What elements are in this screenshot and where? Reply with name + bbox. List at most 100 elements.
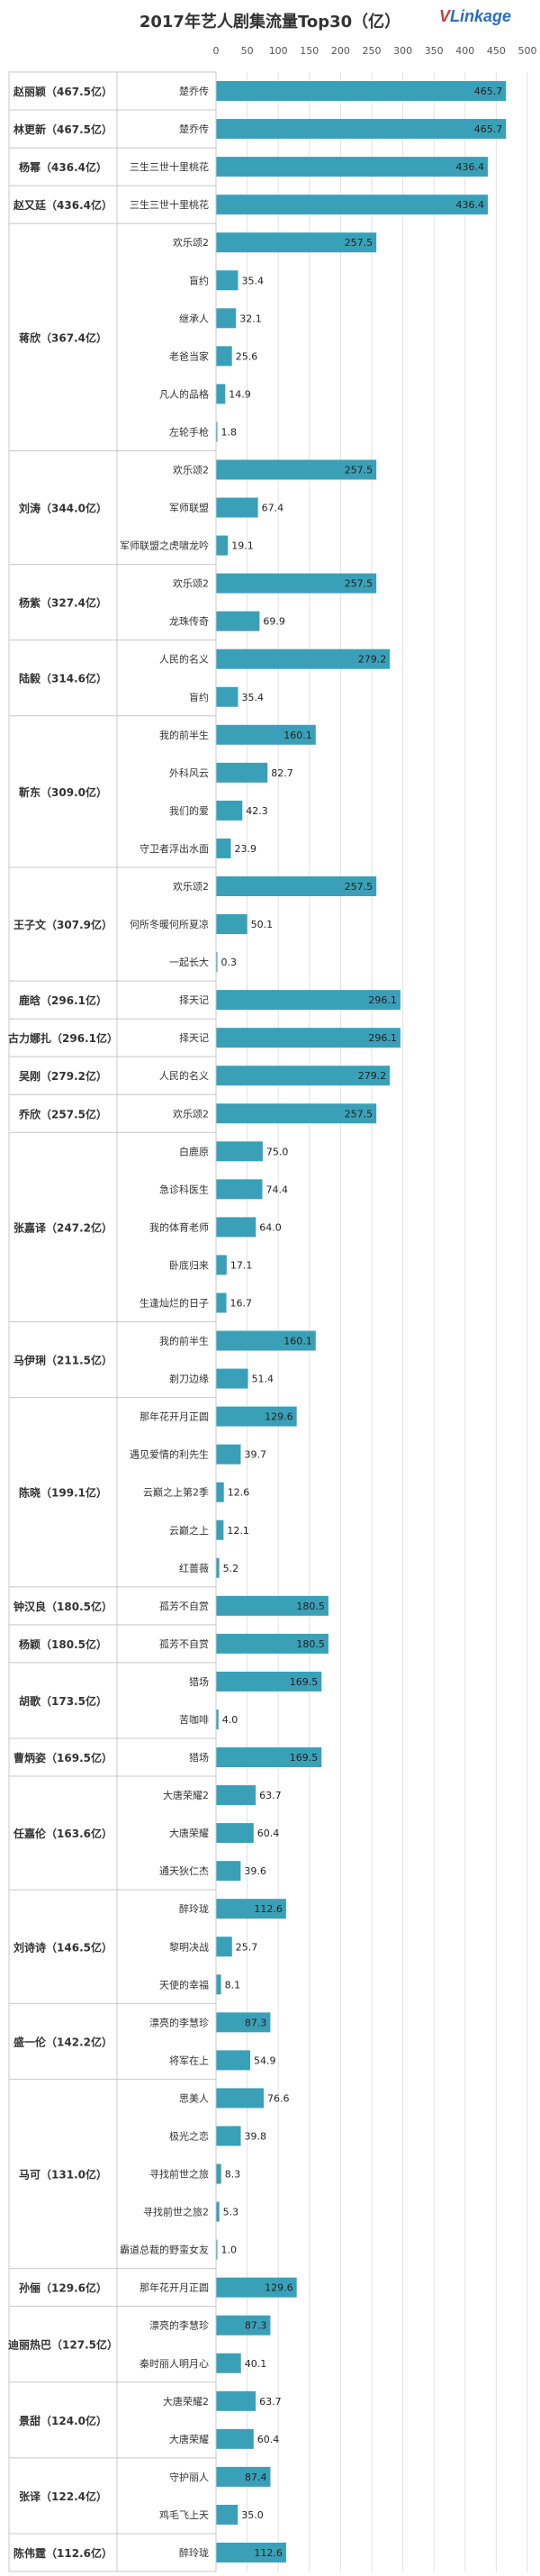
bar <box>216 2504 238 2525</box>
bar <box>216 1066 391 1086</box>
x-tick-label: 250 <box>363 45 382 57</box>
bar <box>216 1785 256 1806</box>
data-label: 87.3 <box>245 2017 267 2028</box>
person-label: 靳东（309.0亿） <box>19 785 107 799</box>
show-title-label: 漂亮的李慧珍 <box>149 2016 209 2028</box>
bar <box>216 2239 218 2260</box>
bar <box>216 1974 221 1995</box>
show-title-label: 老爸当家 <box>169 349 209 362</box>
x-tick-label: 300 <box>393 45 412 57</box>
bar <box>216 2390 256 2411</box>
data-label: 60.4 <box>257 2434 280 2445</box>
person-label: 盛一伦（142.2亿） <box>14 2035 112 2048</box>
data-label: 82.7 <box>271 767 293 779</box>
show-title-label: 生逢灿烂的日子 <box>140 1296 209 1309</box>
data-label: 19.1 <box>231 540 254 552</box>
show-title-label: 卧底归来 <box>169 1258 209 1271</box>
x-tick-label: 0 <box>213 45 220 57</box>
bar <box>216 1217 256 1238</box>
bar <box>216 990 400 1011</box>
bar <box>216 1293 227 1313</box>
bar <box>216 1519 224 1540</box>
chart-title: 2017年艺人剧集流量Top30（亿） <box>139 13 401 32</box>
data-label: 14.9 <box>229 388 250 400</box>
show-title-label: 急诊科医生 <box>159 1183 209 1195</box>
person-label: 景甜（124.0亿） <box>19 2414 107 2427</box>
person-label: 任嘉伦（163.6亿） <box>13 1827 112 1840</box>
show-title-label: 欢乐颂2 <box>173 236 209 249</box>
x-tick-label: 200 <box>331 45 350 57</box>
person-label: 杨紫（327.4亿） <box>19 596 107 610</box>
data-label: 25.7 <box>236 1941 258 1953</box>
person-label: 杨幂（436.4亿） <box>19 160 107 174</box>
show-title-label: 通天狄仁杰 <box>159 1865 209 1877</box>
show-title-label: 我的前半生 <box>159 729 209 741</box>
show-title-label: 鸡毛飞上天 <box>159 2508 209 2521</box>
show-title-label: 欢乐颂2 <box>173 463 209 476</box>
data-label: 39.6 <box>244 1865 266 1877</box>
person-label: 张嘉译（247.2亿） <box>14 1220 112 1234</box>
show-title-label: 黎明决战 <box>169 1940 209 1953</box>
data-label: 8.1 <box>225 1979 241 1991</box>
data-label: 436.4 <box>455 161 484 173</box>
bar <box>216 2126 241 2146</box>
data-label: 112.6 <box>254 2547 283 2559</box>
person-label: 吴刚（279.2亿） <box>19 1069 107 1083</box>
bar <box>216 1937 232 1957</box>
bar <box>216 497 258 518</box>
bar <box>216 649 391 669</box>
data-label: 17.1 <box>230 1259 252 1271</box>
bar <box>216 346 232 367</box>
logo-v-mark: V <box>439 7 451 25</box>
data-label: 50.1 <box>251 919 274 930</box>
data-label: 23.9 <box>235 843 257 855</box>
show-title-label: 欢乐颂2 <box>173 577 209 590</box>
person-label: 马可（131.0亿） <box>19 2168 107 2181</box>
bar <box>216 1823 254 1844</box>
show-title-label: 守卫者浮出水面 <box>140 842 209 855</box>
data-label: 257.5 <box>345 1108 374 1120</box>
show-title-label: 我的体育老师 <box>149 1220 209 1233</box>
show-title-label: 择天记 <box>179 993 209 1006</box>
show-title-label: 遇见爱情的利先生 <box>130 1448 209 1461</box>
bar <box>216 838 231 858</box>
show-title-label: 继承人 <box>179 313 209 324</box>
show-title-label: 凡人的品格 <box>159 387 209 400</box>
bar <box>216 1444 241 1465</box>
show-title-label: 三生三世十里桃花 <box>130 160 209 173</box>
bar <box>216 800 243 821</box>
bar <box>216 1709 219 1729</box>
show-title-label: 醉玲珑 <box>179 1902 209 1915</box>
data-label: 42.3 <box>246 805 268 817</box>
show-title-label: 那年花开月正圆 <box>140 2281 209 2294</box>
data-label: 32.1 <box>239 313 262 324</box>
bar <box>216 2466 271 2487</box>
data-label: 296.1 <box>368 1032 397 1044</box>
x-tick-label: 50 <box>241 45 254 57</box>
data-label: 257.5 <box>345 464 374 476</box>
bar <box>216 952 218 973</box>
data-label: 74.4 <box>266 1184 288 1195</box>
show-title-label: 择天记 <box>179 1031 209 1044</box>
person-label: 胡歌（173.5亿） <box>19 1694 107 1708</box>
data-label: 63.7 <box>259 2396 282 2408</box>
bar <box>216 1671 322 1692</box>
data-label: 39.8 <box>245 2130 267 2142</box>
bar <box>216 2163 221 2184</box>
show-title-label: 大唐荣耀2 <box>163 2395 209 2408</box>
show-title-label: 一起长大 <box>169 956 209 968</box>
bar <box>216 157 488 177</box>
data-label: 112.6 <box>254 1903 283 1915</box>
data-label: 257.5 <box>345 237 374 249</box>
show-title-label: 三生三世十里桃花 <box>130 198 209 211</box>
data-label: 180.5 <box>296 1601 325 1612</box>
show-title-label: 孤芳不自赏 <box>159 1637 209 1650</box>
show-title-label: 寻找前世之旅2 <box>143 2206 209 2218</box>
show-title-label: 云巅之上 <box>169 1524 209 1537</box>
data-label: 436.4 <box>455 199 484 211</box>
show-title-label: 孤芳不自赏 <box>159 1600 209 1612</box>
show-title-label: 霸道总裁的野蛮女友 <box>120 2244 209 2256</box>
bar <box>216 1368 248 1389</box>
show-title-label: 思美人 <box>179 2092 209 2104</box>
bar <box>216 308 237 329</box>
